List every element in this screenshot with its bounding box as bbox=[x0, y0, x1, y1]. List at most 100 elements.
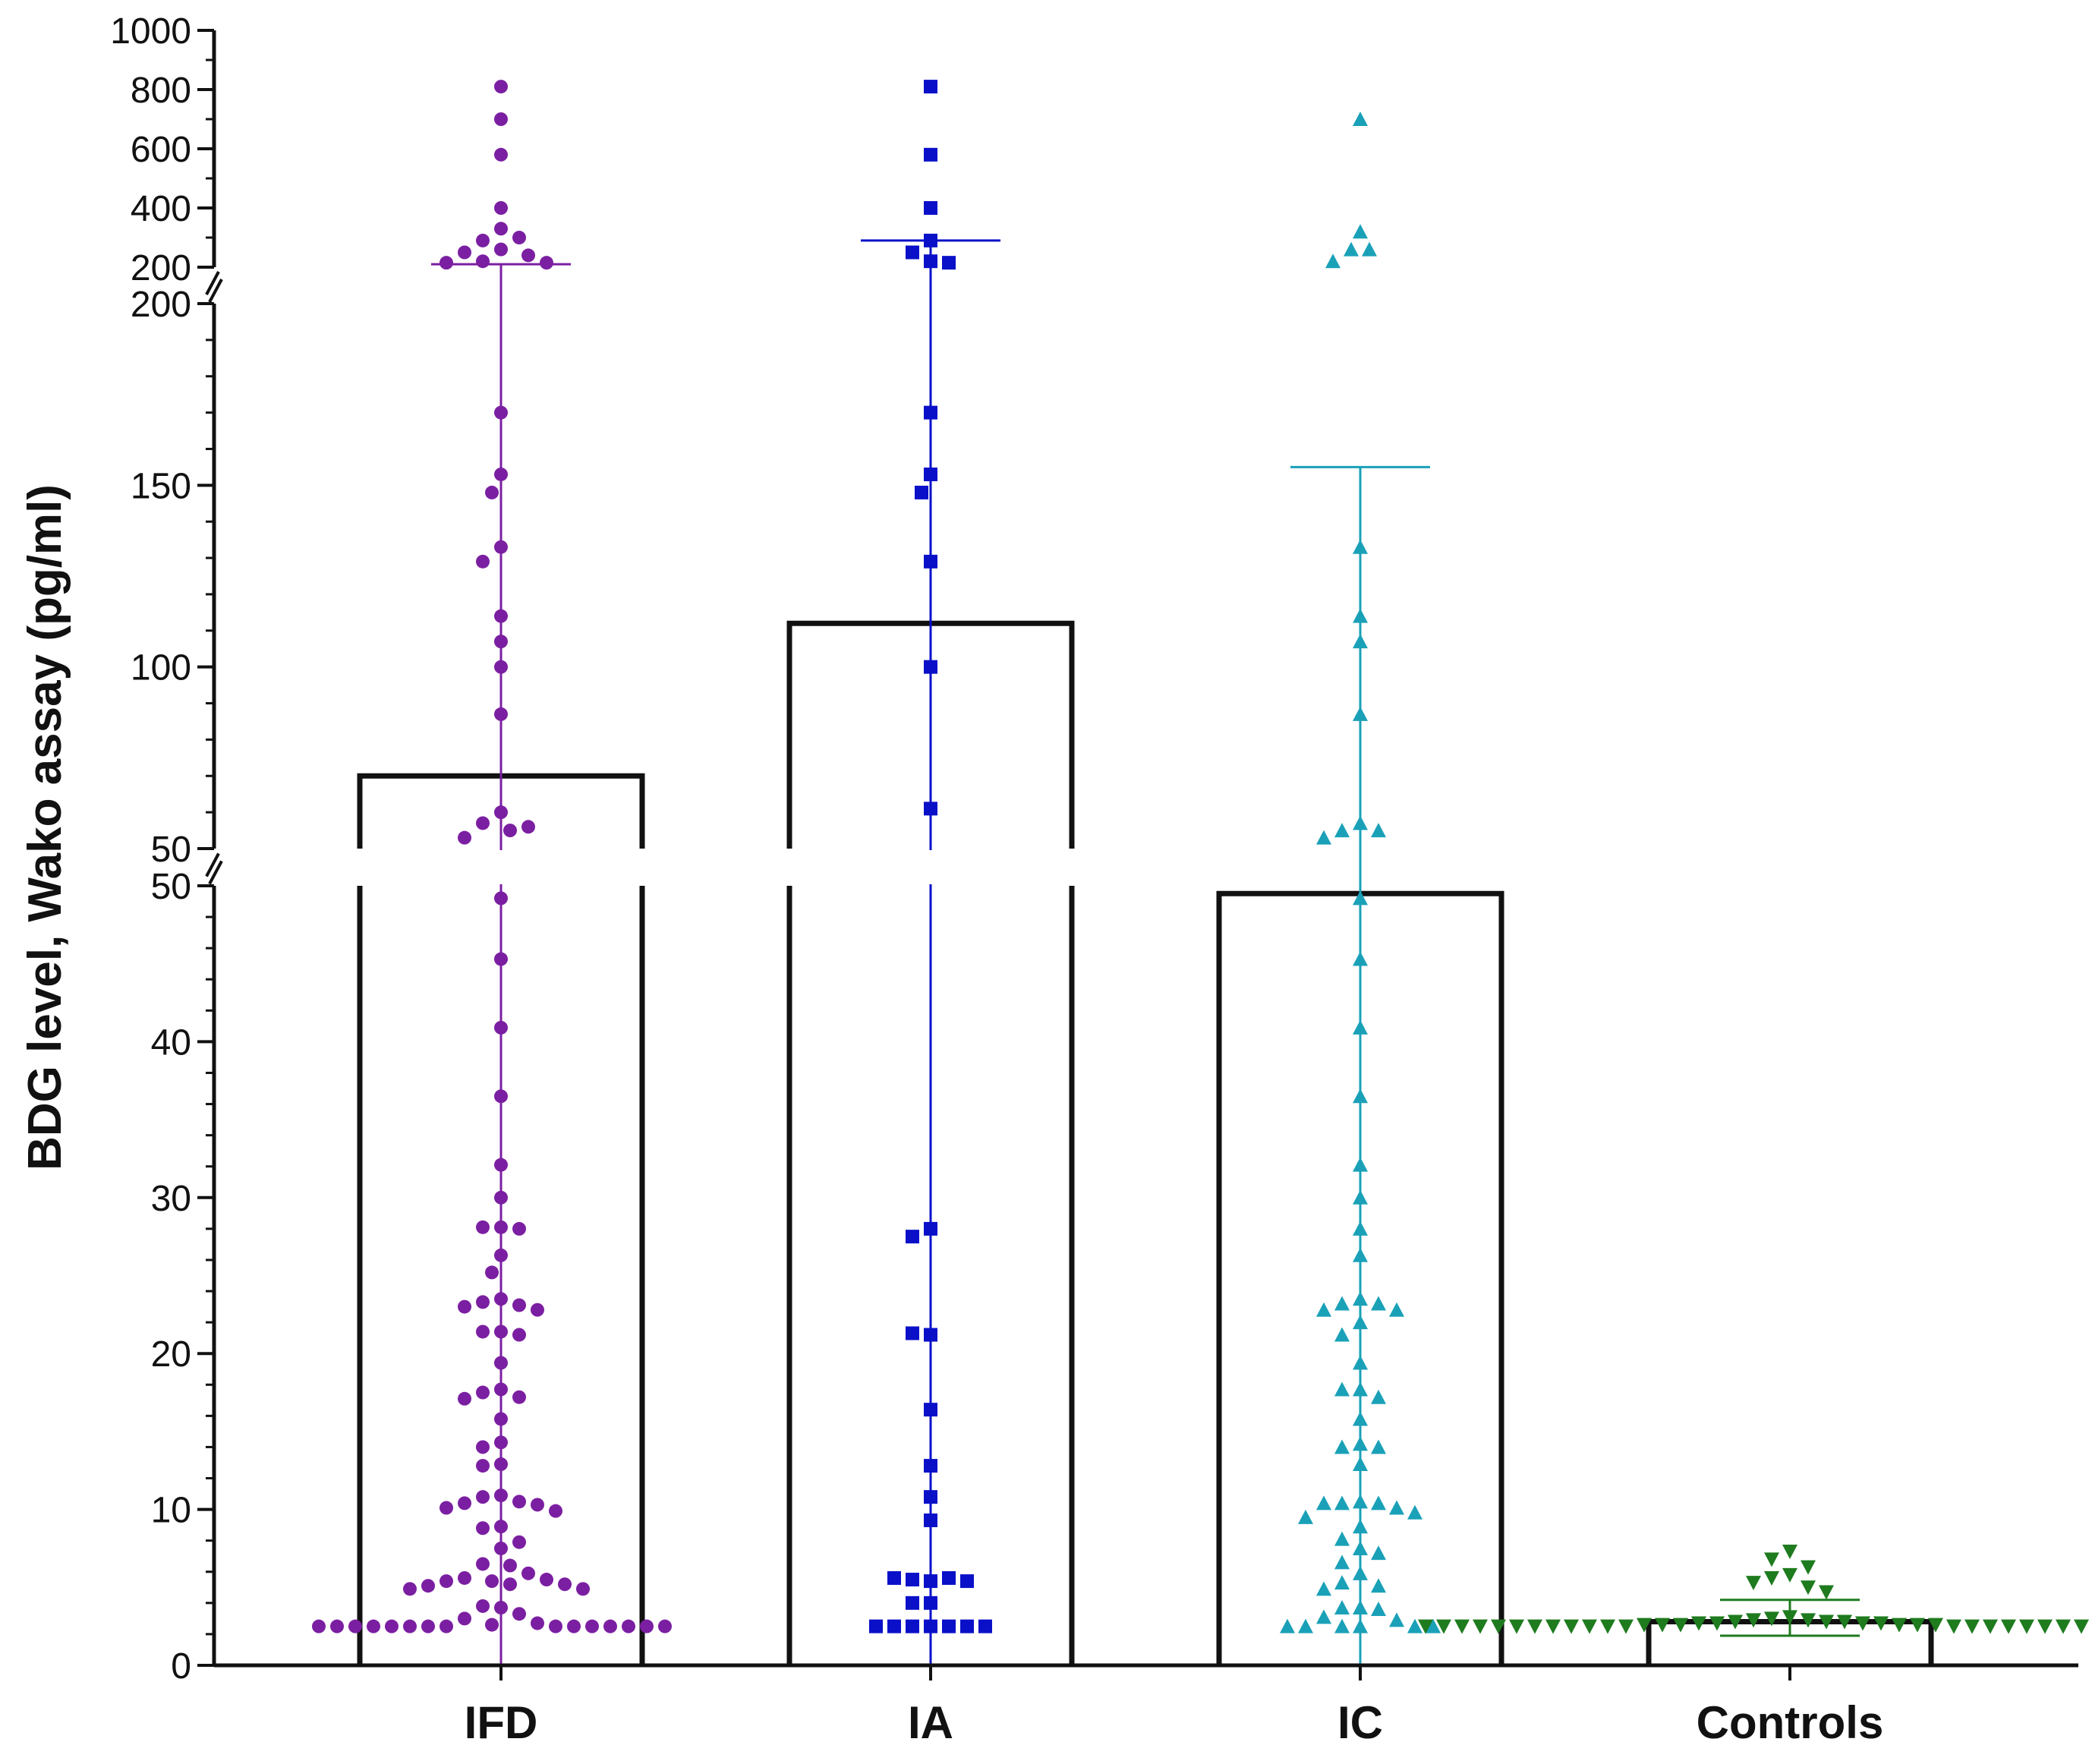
bar-break-gap bbox=[782, 850, 1079, 884]
point-ic bbox=[1334, 1381, 1350, 1397]
point-ifd bbox=[476, 1385, 490, 1400]
point-controls bbox=[1655, 1618, 1670, 1633]
point-ifd bbox=[512, 1298, 526, 1312]
point-ifd bbox=[494, 1190, 508, 1205]
point-ifd bbox=[549, 1619, 562, 1633]
y-tick-label: 0 bbox=[171, 1646, 191, 1687]
point-ic bbox=[1325, 254, 1341, 269]
point-controls bbox=[1819, 1614, 1834, 1630]
point-ifd bbox=[494, 112, 508, 126]
point-controls bbox=[1509, 1619, 1524, 1634]
point-ic bbox=[1353, 1540, 1368, 1555]
point-ifd bbox=[421, 1619, 435, 1633]
point-ifd bbox=[512, 1535, 526, 1549]
point-controls bbox=[1873, 1616, 1889, 1631]
point-ifd bbox=[494, 805, 508, 820]
point-ic bbox=[1353, 539, 1368, 554]
point-ifd bbox=[531, 1303, 544, 1317]
point-ia bbox=[869, 1619, 883, 1633]
point-ifd bbox=[503, 1558, 517, 1573]
y-tick-label: 100 bbox=[131, 648, 191, 688]
point-ifd bbox=[494, 660, 508, 674]
point-ifd bbox=[458, 1299, 471, 1314]
point-ifd bbox=[476, 1220, 490, 1234]
point-ia bbox=[960, 1574, 974, 1589]
point-ic bbox=[1353, 1618, 1368, 1633]
point-controls bbox=[1618, 1619, 1634, 1634]
point-ifd bbox=[494, 1220, 508, 1234]
y-tick-label: 40 bbox=[151, 1022, 191, 1063]
point-ic bbox=[1407, 1618, 1422, 1633]
point-ic bbox=[1353, 1519, 1368, 1534]
point-ifd bbox=[494, 540, 508, 554]
point-ic bbox=[1353, 1565, 1368, 1580]
point-ic bbox=[1353, 1600, 1368, 1615]
point-ifd bbox=[485, 1618, 499, 1632]
point-ifd bbox=[549, 1504, 562, 1518]
axis-break-slash bbox=[208, 860, 223, 885]
point-controls bbox=[1764, 1570, 1779, 1586]
point-ic bbox=[1353, 1457, 1368, 1472]
point-ifd bbox=[485, 1265, 499, 1280]
point-ifd bbox=[494, 1435, 508, 1450]
point-controls bbox=[1782, 1610, 1797, 1625]
point-controls bbox=[1728, 1614, 1743, 1630]
point-controls bbox=[1491, 1619, 1506, 1634]
point-ifd bbox=[494, 222, 508, 236]
point-ifd bbox=[385, 1619, 399, 1633]
point-controls bbox=[2074, 1619, 2089, 1634]
point-ifd bbox=[494, 201, 508, 215]
point-ifd bbox=[640, 1619, 654, 1633]
point-controls bbox=[2001, 1619, 2016, 1634]
point-ifd bbox=[494, 147, 508, 162]
point-ifd bbox=[603, 1619, 617, 1633]
point-ifd bbox=[440, 256, 453, 270]
point-ifd bbox=[503, 824, 517, 838]
point-controls bbox=[1764, 1552, 1779, 1567]
point-ifd bbox=[494, 80, 508, 94]
point-ic bbox=[1362, 241, 1377, 257]
y-tick-label: 400 bbox=[131, 189, 191, 229]
point-ifd bbox=[312, 1619, 326, 1633]
point-controls bbox=[1782, 1567, 1797, 1583]
point-ia bbox=[906, 1326, 919, 1340]
x-tick-label: Controls bbox=[1697, 1697, 1884, 1748]
point-ic bbox=[1371, 1296, 1386, 1311]
point-controls bbox=[1527, 1619, 1542, 1634]
point-ic bbox=[1353, 890, 1368, 906]
y-tick-label: 50 bbox=[151, 830, 191, 870]
point-ia bbox=[906, 1573, 919, 1587]
y-axis-title: BDG level, Wako assay (pg/ml) bbox=[19, 484, 71, 1170]
point-ic bbox=[1334, 1439, 1350, 1454]
point-ic bbox=[1389, 1302, 1404, 1317]
point-ic bbox=[1353, 1088, 1368, 1104]
point-ic bbox=[1334, 1600, 1350, 1615]
y-tick-label: 1000 bbox=[110, 11, 191, 52]
point-ia bbox=[942, 1619, 956, 1633]
point-controls bbox=[1600, 1619, 1615, 1634]
point-controls bbox=[1454, 1619, 1470, 1634]
point-ifd bbox=[512, 1221, 526, 1236]
point-ifd bbox=[476, 554, 490, 569]
point-ic bbox=[1353, 1355, 1368, 1370]
point-ic bbox=[1353, 1381, 1368, 1397]
point-ifd bbox=[494, 1020, 508, 1035]
point-ic bbox=[1316, 830, 1331, 845]
point-ifd bbox=[494, 1292, 508, 1306]
point-ifd bbox=[485, 1574, 499, 1589]
point-controls bbox=[1855, 1616, 1870, 1631]
point-ifd bbox=[658, 1619, 672, 1633]
point-ia bbox=[942, 1570, 956, 1585]
point-ifd bbox=[440, 1619, 453, 1633]
point-controls bbox=[1928, 1618, 1943, 1633]
point-ifd bbox=[458, 245, 471, 260]
point-ifd bbox=[494, 1382, 508, 1397]
point-ifd bbox=[476, 254, 490, 269]
point-ifd bbox=[421, 1579, 435, 1593]
point-ifd bbox=[540, 1573, 553, 1587]
point-ifd bbox=[476, 1325, 490, 1339]
y-tick-label: 200 bbox=[131, 285, 191, 325]
point-controls bbox=[1782, 1545, 1797, 1560]
point-ia bbox=[906, 1230, 919, 1244]
point-ic bbox=[1334, 1495, 1350, 1510]
